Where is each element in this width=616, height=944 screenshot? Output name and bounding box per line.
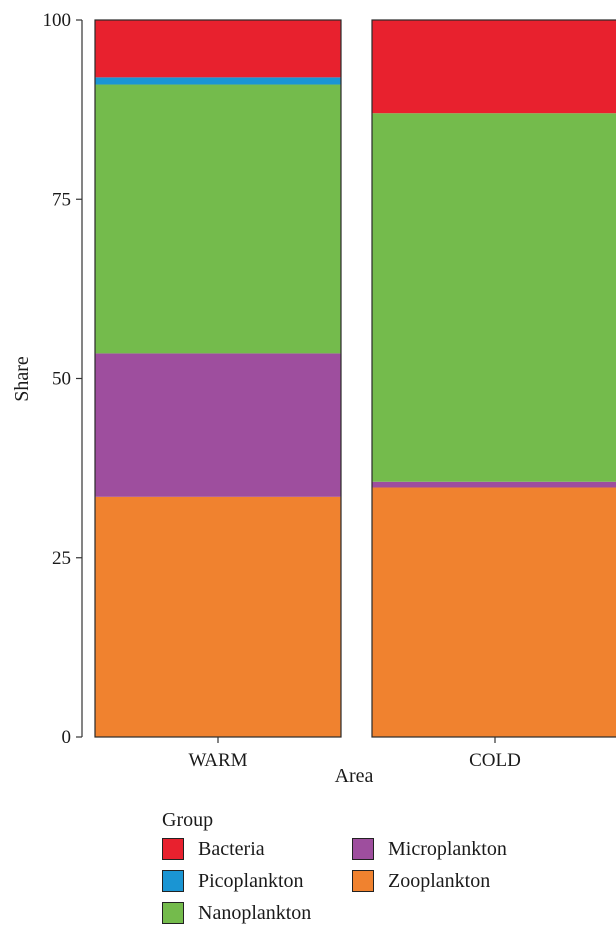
bar-warm-zooplankton bbox=[95, 496, 341, 737]
legend-label-microplankton: Microplankton bbox=[388, 837, 507, 860]
legend-swatch-nanoplankton bbox=[162, 902, 184, 924]
bar-cold-microplankton bbox=[372, 481, 616, 488]
y-tick-label-0: 0 bbox=[62, 727, 72, 748]
legend-item-nanoplankton: Nanoplankton bbox=[162, 900, 352, 926]
x-tick-label-warm: WARM bbox=[188, 750, 247, 771]
stacked-bar-chart: 0 25 50 75 100 WARM COLD Area Share bbox=[11, 10, 616, 787]
legend-swatch-bacteria bbox=[162, 838, 184, 860]
legend-item-microplankton: Microplankton bbox=[352, 836, 572, 862]
legend-item-zooplankton: Zooplankton bbox=[352, 868, 572, 894]
legend-swatch-zooplankton bbox=[352, 870, 374, 892]
bar-warm-nanoplankton bbox=[95, 84, 341, 354]
y-tick-label-75: 75 bbox=[52, 189, 71, 210]
legend: Group Bacteria Microplankton Picoplankto… bbox=[162, 808, 602, 926]
legend-label-picoplankton: Picoplankton bbox=[198, 869, 304, 892]
x-tick-label-cold: COLD bbox=[469, 750, 521, 771]
y-tick-label-100: 100 bbox=[43, 10, 72, 31]
bar-warm-microplankton bbox=[95, 353, 341, 497]
y-axis: 0 25 50 75 100 bbox=[43, 10, 83, 748]
legend-swatch-microplankton bbox=[352, 838, 374, 860]
y-tick-label-50: 50 bbox=[52, 369, 71, 390]
bar-cold-zooplankton bbox=[372, 487, 616, 737]
legend-label-zooplankton: Zooplankton bbox=[388, 869, 491, 892]
bar-warm-bacteria bbox=[95, 20, 341, 78]
legend-label-bacteria: Bacteria bbox=[198, 837, 265, 860]
x-axis-title: Area bbox=[335, 765, 374, 787]
legend-swatch-picoplankton bbox=[162, 870, 184, 892]
legend-item-picoplankton: Picoplankton bbox=[162, 868, 352, 894]
y-tick-label-25: 25 bbox=[52, 548, 71, 569]
legend-label-nanoplankton: Nanoplankton bbox=[198, 901, 312, 924]
bar-warm-picoplankton bbox=[95, 77, 341, 85]
legend-item-bacteria: Bacteria bbox=[162, 836, 352, 862]
bars-layer bbox=[94, 19, 616, 738]
x-axis: WARM COLD bbox=[188, 737, 521, 771]
y-axis-title: Share bbox=[11, 356, 33, 402]
legend-grid: Bacteria Microplankton Picoplankton Zoop… bbox=[162, 836, 602, 926]
bar-cold-nanoplankton bbox=[372, 113, 616, 482]
legend-title: Group bbox=[162, 809, 214, 831]
bar-cold-bacteria bbox=[372, 20, 616, 114]
